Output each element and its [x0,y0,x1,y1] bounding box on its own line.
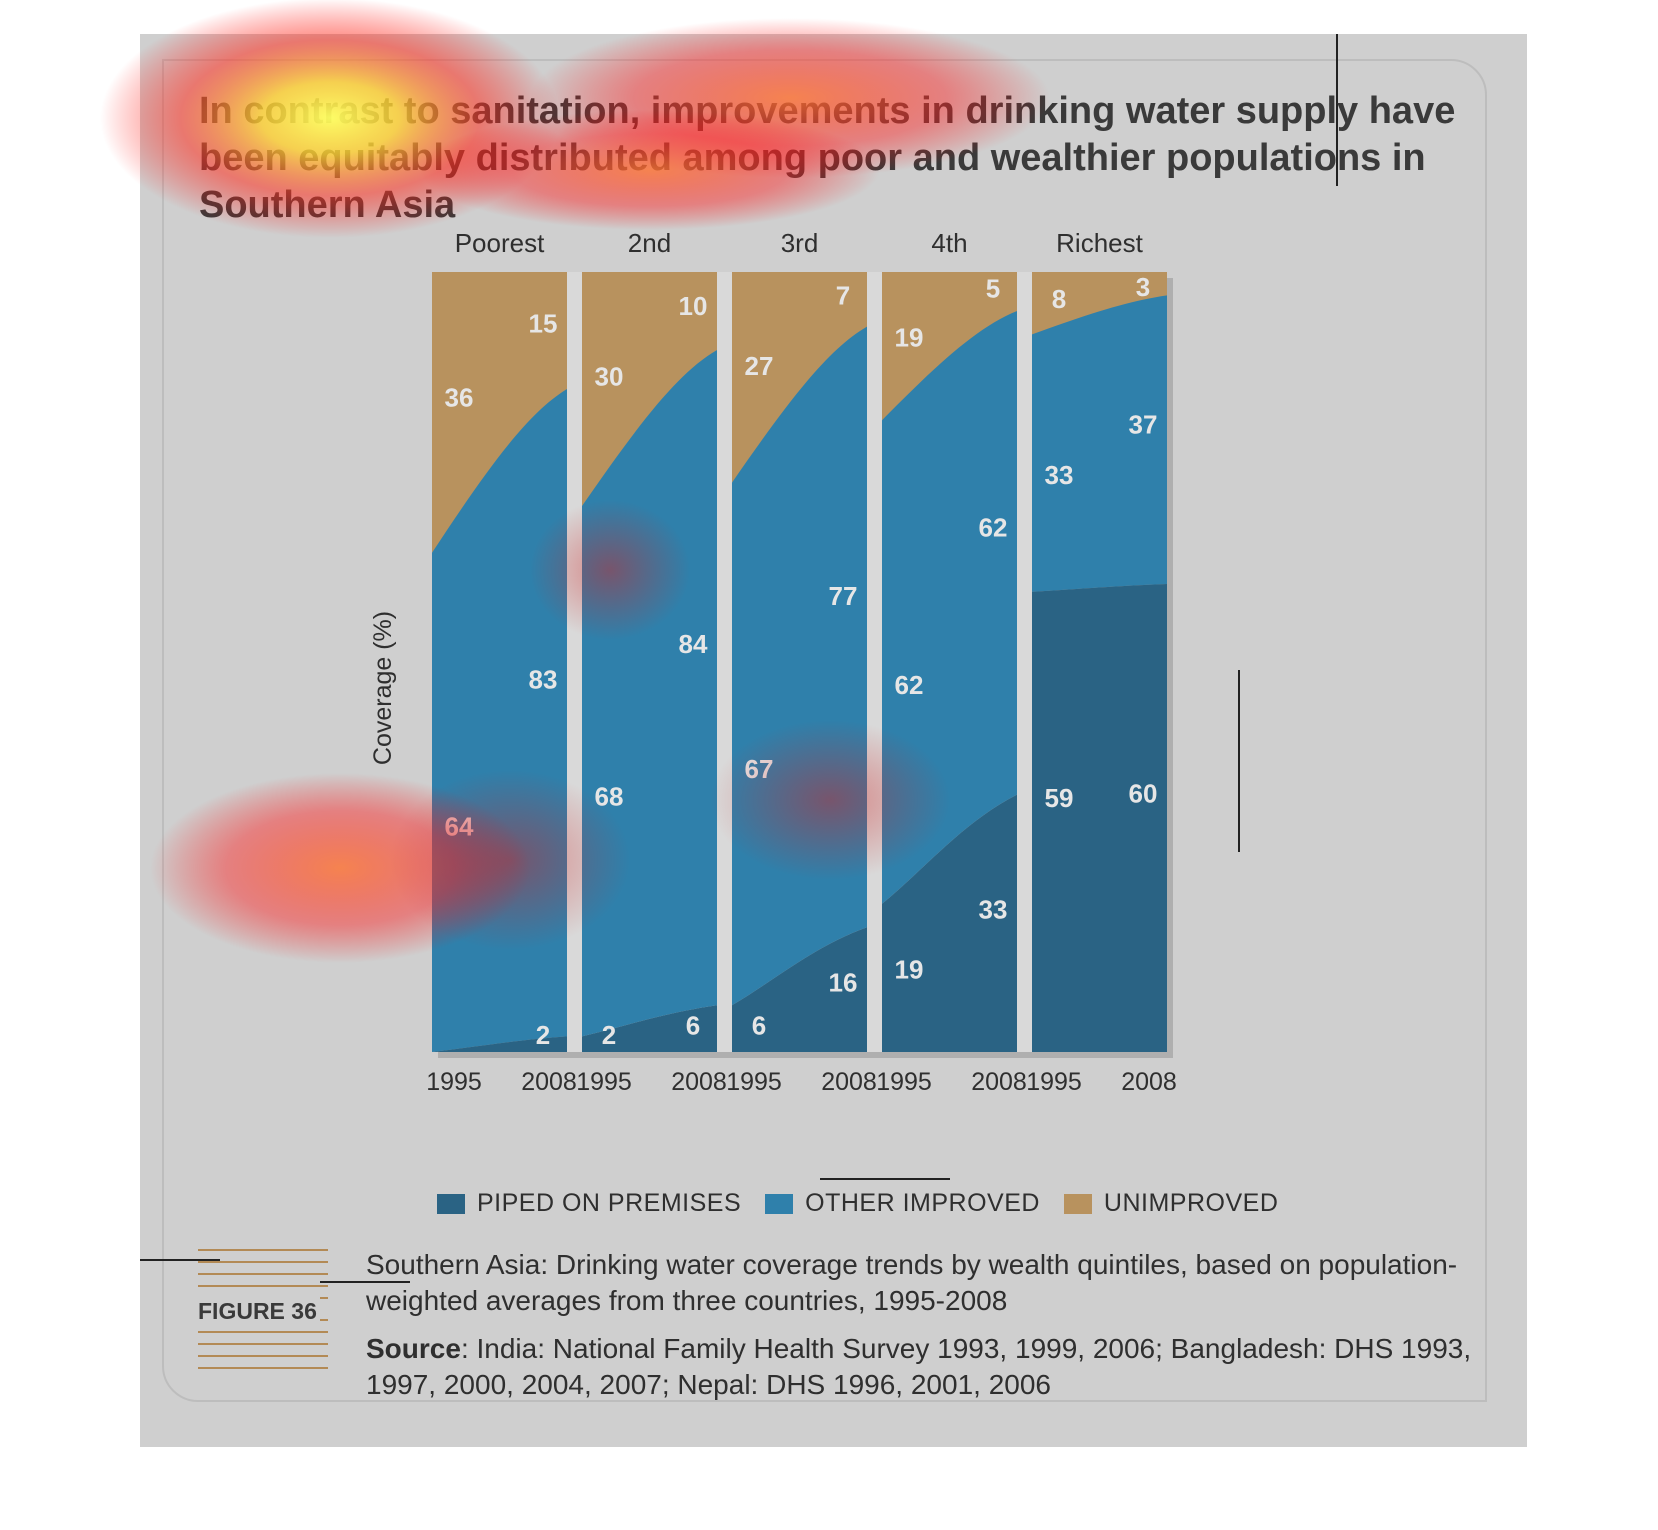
year-tick-label: 1995 [1026,1068,1082,1096]
year-tick-label: 1995 [876,1068,932,1096]
value-label-piped: 33 [979,894,1008,924]
crop-mark [820,1178,950,1180]
year-tick-label: 1995 [576,1068,632,1096]
crop-mark [140,1259,220,1261]
year-tick-label: 2008 [1121,1068,1177,1096]
value-label-unimproved: 5 [986,274,1000,304]
value-label-unimproved: 3 [1136,272,1150,302]
y-axis-label: Coverage (%) [369,611,397,765]
figure-number: FIGURE 36 [198,1296,320,1327]
value-label-other-improved: 84 [679,629,708,659]
value-label-piped: 6 [752,1010,766,1040]
year-tick-label: 2008 [971,1068,1027,1096]
year-tick-label: 1995 [426,1068,482,1096]
figure-source: Source: India: National Family Health Su… [366,1331,1486,1403]
value-label-unimproved: 36 [445,382,474,412]
value-label-other-improved: 37 [1129,409,1158,439]
value-label-piped: 2 [536,1020,550,1050]
year-tick-label: 1995 [726,1068,782,1096]
value-label-piped: 19 [895,954,924,984]
area-unimproved-1 [582,272,717,506]
value-label-other-improved: 67 [745,754,774,784]
crop-mark [1336,34,1338,186]
value-label-piped: 59 [1045,783,1074,813]
crop-mark [320,1281,410,1283]
value-label-other-improved: 33 [1045,460,1074,490]
year-tick-label: 2008 [671,1068,727,1096]
quintile-label: 3rd [781,228,819,258]
value-label-other-improved: 62 [895,670,924,700]
legend-label: UNIMPROVED [1103,1189,1279,1217]
value-label-unimproved: 15 [529,309,558,339]
value-label-other-improved: 77 [829,581,858,611]
value-label-unimproved: 19 [895,323,924,353]
area-piped-3 [882,794,1017,1052]
legend-swatch-other-improved [765,1193,794,1214]
value-label-other-improved: 83 [529,664,558,694]
value-label-piped: 16 [829,967,858,997]
area-unimproved-3 [882,272,1017,421]
value-label-piped: 2 [602,1020,616,1050]
area-piped-1 [582,1005,717,1052]
value-label-piped: 6 [686,1010,700,1040]
value-label-other-improved: 68 [595,782,624,812]
area-unimproved-0 [432,272,567,553]
figure-caption: Southern Asia: Drinking water coverage t… [366,1249,1458,1316]
figure-page: In contrast to sanitation, improvements … [140,34,1527,1447]
crop-mark [1238,670,1240,852]
value-label-piped: 60 [1129,779,1158,809]
quintile-label: Richest [1056,228,1143,258]
value-label-unimproved: 7 [836,281,850,311]
quintile-label: Poorest [455,228,545,258]
chart-legend: PIPED ON PREMISES OTHER IMPROVED UNIMPRO… [437,1189,1278,1218]
legend-label: OTHER IMPROVED [805,1189,1040,1217]
value-label-other-improved: 64 [445,811,474,841]
value-label-unimproved: 30 [595,361,624,391]
legend-swatch-unimproved [1063,1193,1092,1214]
area-unimproved-2 [732,272,867,483]
value-label-unimproved: 10 [679,291,708,321]
quintile-label: 2nd [628,228,671,258]
year-tick-label: 2008 [821,1068,877,1096]
legend-label: PIPED ON PREMISES [477,1189,742,1217]
year-tick-label: 2008 [521,1068,577,1096]
source-label: Source [366,1333,461,1364]
area-piped-2 [732,927,867,1052]
area-unimproved-4 [1032,272,1167,335]
quintile-label: 4th [931,228,967,258]
value-label-unimproved: 8 [1052,284,1066,314]
legend-item-piped: PIPED ON PREMISES [437,1189,741,1218]
legend-swatch-piped [437,1193,465,1214]
legend-item-other-improved: OTHER IMPROVED [765,1189,1040,1218]
value-label-unimproved: 27 [745,351,774,381]
area-piped-4 [1032,584,1167,1052]
area-other-improved-4 [1032,295,1167,592]
value-label-other-improved: 62 [979,513,1008,543]
source-text: : India: National Family Health Survey 1… [366,1333,1472,1400]
area-piped-0 [432,1036,567,1052]
legend-item-unimproved: UNIMPROVED [1063,1189,1279,1218]
